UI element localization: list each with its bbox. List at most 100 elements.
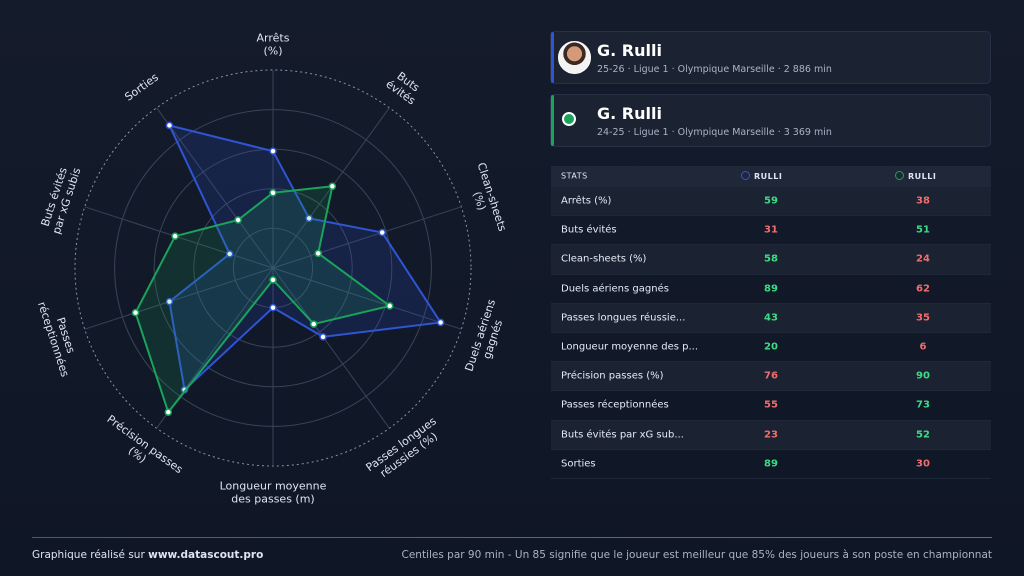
stat-label: Duels aériens gagnés [561, 283, 669, 295]
data-point [234, 216, 242, 224]
stat-value: 89 [764, 458, 778, 470]
data-point [165, 297, 174, 306]
data-point [269, 147, 277, 155]
stat-value: 23 [764, 429, 778, 441]
stat-value: 76 [764, 370, 778, 382]
stats-table: STATS RULLI RULLI Arrêts (%) 59 38 Buts évi… [551, 166, 991, 479]
axis-line [156, 107, 274, 269]
table-row: Buts évités 31 51 [551, 216, 991, 246]
stat-value: 89 [764, 283, 778, 295]
table-row: Duels aériens gagnés 89 62 [551, 275, 991, 304]
stat-label: Buts évités par xG sub... [561, 429, 684, 441]
stat-value: 59 [764, 195, 778, 207]
player-name: G. Rulli [597, 104, 662, 123]
stat-value: 58 [764, 253, 778, 265]
data-point [305, 214, 313, 223]
data-point [378, 228, 386, 237]
axis-line [84, 206, 274, 269]
data-point [436, 318, 445, 327]
header-player: RULLI [895, 171, 936, 181]
axis-label: Sorties [122, 71, 161, 104]
stat-label: Passes réceptionnées [561, 399, 669, 411]
data-point [164, 408, 173, 416]
header-player: RULLI [741, 171, 782, 181]
player-card: G. Rulli 24-25 · Ligue 1 · Olympique Mar… [550, 94, 991, 147]
card-accent [551, 32, 554, 83]
table-row: Arrêts (%) 59 38 [551, 187, 991, 217]
data-point [269, 276, 277, 284]
credit-text: Graphique réalisé sur [32, 549, 145, 561]
legend-label: RULLI [754, 172, 783, 181]
stat-label: Longueur moyenne des p... [561, 341, 699, 353]
data-point [131, 308, 140, 317]
radar-chart: Arrêts(%)ButsévitésClean-sheets(%)Duels … [35, 32, 509, 506]
data-point [269, 303, 277, 312]
stat-label: Sorties [561, 458, 596, 470]
table-row: Longueur moyenne des p... 20 6 [551, 333, 991, 363]
table-row: Passes longues réussie... 43 35 [551, 303, 991, 333]
table-row: Sorties 89 30 [551, 450, 991, 479]
axis-line [272, 267, 462, 330]
stat-value: 73 [916, 399, 930, 411]
axis-label: Clean-sheets(%) [470, 161, 509, 233]
axis-label-line: (%) [470, 190, 488, 212]
data-point [386, 302, 394, 310]
axis-label-line: Précision passes [105, 413, 186, 477]
header-label: STATS [561, 171, 588, 181]
data-point [171, 232, 179, 240]
card-accent [551, 95, 554, 146]
stat-value: 90 [916, 370, 930, 382]
axis-label-line: (%) [263, 45, 282, 58]
data-point [314, 249, 322, 258]
legend-dot [895, 171, 904, 180]
axis-label: Arrêts(%) [257, 32, 290, 58]
axis-label: Précision passes(%) [105, 413, 186, 477]
stat-value: 24 [916, 253, 930, 265]
axis-label-line: Longueur moyenne [220, 480, 327, 493]
axis-line [272, 267, 390, 429]
axis-label-line: Sorties [122, 71, 161, 104]
stat-value: 20 [764, 341, 778, 353]
footer-credit: Graphique réalisé sur www.datascout.pro [32, 549, 263, 561]
stat-value: 51 [916, 224, 930, 236]
axis-line [84, 267, 274, 330]
table-row: Passes réceptionnées 55 73 [551, 391, 991, 421]
data-point [225, 250, 234, 258]
player-details: 24-25 · Ligue 1 · Olympique Marseille · … [597, 127, 832, 138]
stat-value: 62 [916, 283, 930, 295]
footer-rule [32, 537, 992, 538]
player-card: G. Rulli 25-26 · Ligue 1 · Olympique Mar… [550, 31, 991, 84]
stat-label: Passes longues réussie... [561, 312, 686, 324]
axis-line [272, 206, 462, 269]
legend-label: RULLI [908, 172, 937, 181]
stat-label: Précision passes (%) [561, 370, 664, 382]
axis-label-line: Arrêts [257, 32, 290, 45]
table-row: Précision passes (%) 76 90 [551, 362, 991, 392]
axis-label-line: des passes (m) [231, 493, 314, 506]
data-point [328, 182, 337, 191]
stat-value: 35 [916, 312, 930, 324]
table-header: STATS RULLI RULLI [551, 166, 991, 187]
stat-value: 6 [919, 341, 927, 353]
data-point [319, 333, 327, 341]
stat-value: 30 [916, 458, 930, 470]
data-point [165, 121, 174, 130]
player-photo [558, 41, 591, 74]
credit-site: www.datascout.pro [148, 549, 264, 561]
table-row: Buts évités par xG sub... 23 52 [551, 420, 991, 450]
stat-value: 38 [916, 195, 930, 207]
data-point [269, 189, 277, 197]
player-details: 25-26 · Ligue 1 · Olympique Marseille · … [597, 64, 832, 75]
stat-label: Buts évités [561, 224, 617, 236]
stat-value: 55 [764, 399, 778, 411]
stat-value: 31 [764, 224, 778, 236]
stat-label: Arrêts (%) [561, 195, 612, 207]
table-row: Clean-sheets (%) 58 24 [551, 245, 991, 275]
footer-note: Centiles par 90 min - Un 85 signifie que… [401, 549, 993, 561]
